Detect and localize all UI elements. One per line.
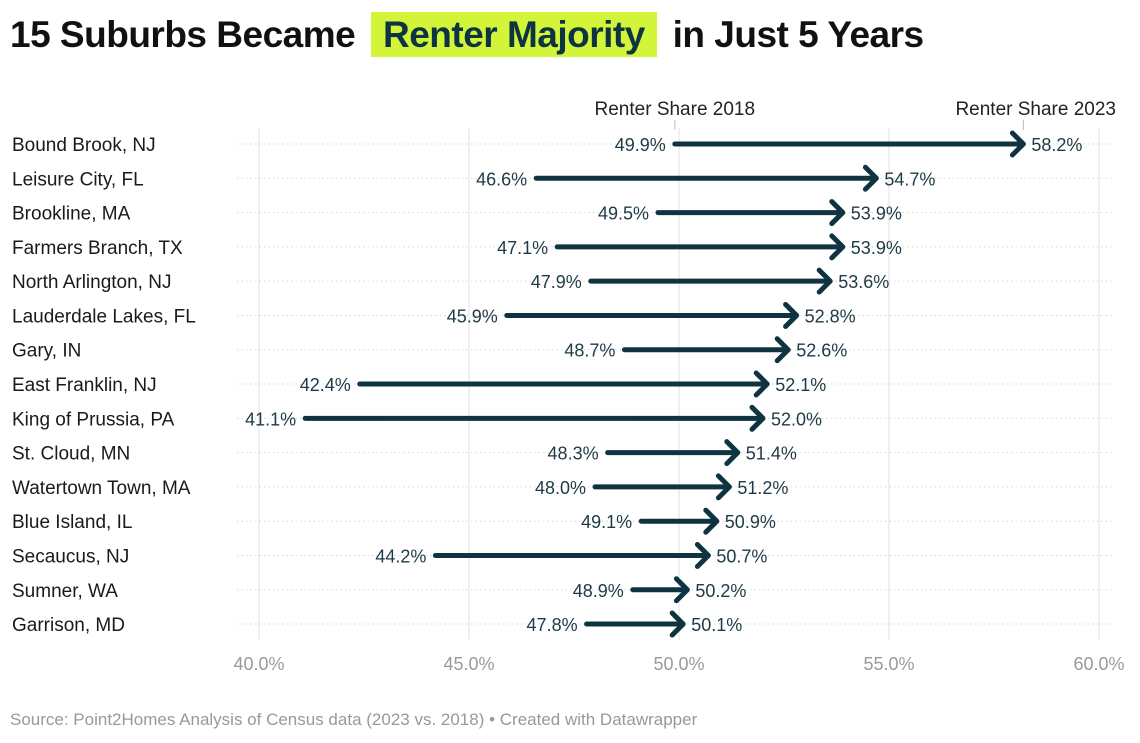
value-label-2018: 47.1% bbox=[497, 238, 548, 258]
value-label-2023: 53.6% bbox=[838, 272, 889, 292]
row-label: Brookline, MA bbox=[12, 204, 131, 225]
value-label-2018: 48.3% bbox=[548, 444, 599, 464]
arrow-head bbox=[829, 199, 846, 227]
value-label-2023: 54.7% bbox=[884, 169, 935, 189]
row-label: Farmers Branch, TX bbox=[12, 238, 183, 259]
arrow-head bbox=[724, 439, 741, 467]
value-label-2018: 48.9% bbox=[573, 581, 624, 601]
arrow-head bbox=[816, 267, 833, 295]
value-label-2018: 45.9% bbox=[447, 306, 498, 326]
arrow-head bbox=[673, 576, 690, 604]
row-label: King of Prussia, PA bbox=[12, 409, 175, 430]
value-label-2018: 48.0% bbox=[535, 478, 586, 498]
arrow-head bbox=[749, 404, 766, 432]
source-note: Source: Point2Homes Analysis of Census d… bbox=[10, 710, 698, 729]
row-label: Gary, IN bbox=[12, 341, 81, 362]
value-label-2023: 53.9% bbox=[851, 204, 902, 224]
value-label-2018: 49.1% bbox=[581, 512, 632, 532]
row-label: Bound Brook, NJ bbox=[12, 135, 156, 156]
chart-title: 15 Suburbs Became Renter Majority in Jus… bbox=[10, 12, 924, 57]
arrow-head bbox=[753, 370, 770, 398]
title-before: 15 Suburbs Became bbox=[10, 14, 356, 55]
value-label-2018: 44.2% bbox=[375, 546, 426, 566]
arrow-head bbox=[669, 610, 686, 638]
row-label: Lauderdale Lakes, FL bbox=[12, 306, 196, 327]
value-label-2023: 52.8% bbox=[805, 306, 856, 326]
value-label-2018: 42.4% bbox=[300, 375, 351, 395]
row-label: Watertown Town, MA bbox=[12, 478, 191, 499]
value-label-2023: 50.9% bbox=[725, 512, 776, 532]
row-label: Secaucus, NJ bbox=[12, 546, 129, 567]
arrow-head bbox=[783, 301, 800, 329]
legend-start-label: Renter Share 2018 bbox=[595, 99, 756, 120]
value-label-2018: 47.9% bbox=[531, 272, 582, 292]
row-label: St. Cloud, MN bbox=[12, 444, 130, 465]
value-label-2023: 50.7% bbox=[716, 546, 767, 566]
value-label-2023: 52.6% bbox=[796, 341, 847, 361]
value-label-2018: 41.1% bbox=[245, 409, 296, 429]
title-after: in Just 5 Years bbox=[672, 14, 924, 55]
legend-end-label: Renter Share 2023 bbox=[955, 99, 1116, 120]
row-label: Leisure City, FL bbox=[12, 169, 144, 190]
value-label-2023: 53.9% bbox=[851, 238, 902, 258]
row-label: Sumner, WA bbox=[12, 581, 118, 602]
x-tick-label: 50.0% bbox=[653, 654, 704, 674]
value-label-2018: 48.7% bbox=[564, 341, 615, 361]
arrow-head bbox=[862, 164, 879, 192]
value-label-2023: 50.2% bbox=[695, 581, 746, 601]
row-label: East Franklin, NJ bbox=[12, 375, 157, 396]
value-label-2023: 50.1% bbox=[691, 615, 742, 635]
value-label-2023: 52.0% bbox=[771, 409, 822, 429]
row-label: North Arlington, NJ bbox=[12, 272, 171, 293]
row-label: Blue Island, IL bbox=[12, 512, 132, 533]
value-label-2023: 51.2% bbox=[737, 478, 788, 498]
arrow-head bbox=[1009, 130, 1026, 158]
x-tick-label: 45.0% bbox=[443, 654, 494, 674]
value-label-2018: 49.5% bbox=[598, 204, 649, 224]
value-label-2023: 58.2% bbox=[1031, 135, 1082, 155]
arrow-head bbox=[715, 473, 732, 501]
arrow-head bbox=[703, 507, 720, 535]
x-tick-label: 40.0% bbox=[233, 654, 284, 674]
value-label-2018: 46.6% bbox=[476, 169, 527, 189]
arrow-head bbox=[774, 336, 791, 364]
value-label-2023: 52.1% bbox=[775, 375, 826, 395]
value-label-2023: 51.4% bbox=[746, 444, 797, 464]
title-highlight: Renter Majority bbox=[371, 12, 657, 57]
x-tick-label: 60.0% bbox=[1073, 654, 1124, 674]
x-tick-label: 55.0% bbox=[863, 654, 914, 674]
arrow-head bbox=[694, 541, 711, 569]
value-label-2018: 49.9% bbox=[615, 135, 666, 155]
value-label-2018: 47.8% bbox=[527, 615, 578, 635]
arrow-head bbox=[829, 233, 846, 261]
row-label: Garrison, MD bbox=[12, 615, 125, 636]
